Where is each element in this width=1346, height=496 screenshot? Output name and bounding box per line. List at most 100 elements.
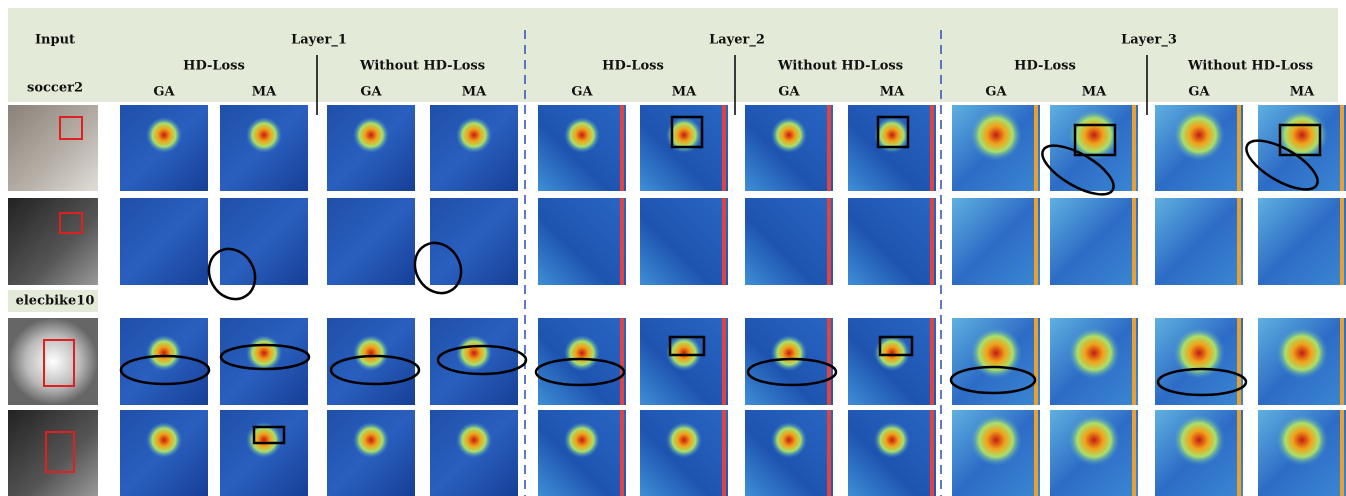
layer-title: Layer_1 xyxy=(291,33,347,48)
heatmap-edge xyxy=(722,318,726,405)
heatmap-hotspot xyxy=(970,327,1022,379)
heatmap-edge xyxy=(930,318,934,405)
heatmap-hotspot xyxy=(246,335,282,371)
heatmap-edge xyxy=(1237,410,1241,496)
heatmap-edge xyxy=(1340,318,1344,405)
heatmap-hotspot xyxy=(456,422,492,458)
heatmap-edge xyxy=(620,410,624,496)
heatmap-edge xyxy=(827,198,831,285)
heatmap xyxy=(220,198,308,285)
heatmap-edge xyxy=(620,318,624,405)
heatmap xyxy=(745,198,833,285)
heatmap xyxy=(1258,198,1346,285)
column-label: MA xyxy=(880,85,905,100)
heatmap xyxy=(120,198,208,285)
heatmap-edge xyxy=(722,105,726,191)
layer-title: Layer_2 xyxy=(709,33,765,48)
heatmap-hotspot xyxy=(1276,414,1328,466)
heatmap-hotspot xyxy=(1173,414,1225,466)
heatmap-edge xyxy=(1132,318,1136,405)
heatmap-hotspot xyxy=(666,422,702,458)
figure: Input soccer2 elecbike10 Layer_1 HD-Loss G… xyxy=(0,0,1346,496)
sequence-label: soccer2 xyxy=(27,81,83,96)
heatmap-hotspot xyxy=(564,422,600,458)
heatmap-edge xyxy=(722,198,726,285)
heatmap-hotspot xyxy=(564,335,600,371)
heatmap-edge xyxy=(1034,198,1038,285)
column-label: GA xyxy=(778,85,800,100)
heatmap-edge xyxy=(930,105,934,191)
column-label: GA xyxy=(153,85,175,100)
heatmap-edge xyxy=(1034,318,1038,405)
heatmap xyxy=(640,198,728,285)
heatmap-hotspot xyxy=(456,117,492,153)
heatmap-hotspot xyxy=(564,117,600,153)
heatmap-hotspot xyxy=(666,335,702,371)
heatmap-hotspot xyxy=(1276,327,1328,379)
heatmap-edge xyxy=(1340,198,1344,285)
heatmap-edge xyxy=(930,198,934,285)
column-label: MA xyxy=(462,85,487,100)
heatmap-hotspot xyxy=(771,117,807,153)
heatmap-hotspot xyxy=(146,335,182,371)
heatmap-edge xyxy=(1132,105,1136,191)
column-label: MA xyxy=(1082,85,1107,100)
heatmap-edge xyxy=(827,105,831,191)
heatmap-hotspot xyxy=(1068,327,1120,379)
heatmap-hotspot xyxy=(246,117,282,153)
heatmap-edge xyxy=(1237,198,1241,285)
heatmap xyxy=(1050,198,1138,285)
column-label: MA xyxy=(252,85,277,100)
heatmap-edge xyxy=(1132,198,1136,285)
input-label: Input xyxy=(35,33,75,48)
heatmap-hotspot xyxy=(146,422,182,458)
heatmap-edge xyxy=(1340,410,1344,496)
heatmap-edge xyxy=(1034,105,1038,191)
column-label: GA xyxy=(571,85,593,100)
group-title: HD-Loss xyxy=(602,59,664,74)
heatmap-edge xyxy=(620,105,624,191)
group-title: Without HD-Loss xyxy=(777,59,903,74)
heatmap xyxy=(952,198,1040,285)
group-title: Without HD-Loss xyxy=(1187,59,1313,74)
heatmap-edge xyxy=(1034,410,1038,496)
column-label: GA xyxy=(985,85,1007,100)
input-image xyxy=(8,198,98,285)
heatmap-edge xyxy=(827,410,831,496)
heatmap-hotspot xyxy=(1173,109,1225,161)
heatmap-edge xyxy=(1237,318,1241,405)
heatmap-hotspot xyxy=(353,117,389,153)
heatmap xyxy=(848,198,936,285)
heatmap-edge xyxy=(722,410,726,496)
group-title: Without HD-Loss xyxy=(359,59,485,74)
heatmap xyxy=(327,198,415,285)
heatmap-hotspot xyxy=(874,422,910,458)
heatmap-hotspot xyxy=(771,422,807,458)
column-label: MA xyxy=(1290,85,1315,100)
heatmap-hotspot xyxy=(771,335,807,371)
input-image xyxy=(8,410,98,496)
heatmap xyxy=(1155,198,1243,285)
heatmap-edge xyxy=(827,318,831,405)
heatmap-edge xyxy=(1340,105,1344,191)
heatmap-hotspot xyxy=(970,109,1022,161)
input-image xyxy=(8,105,98,191)
input-image xyxy=(8,318,98,405)
heatmap-hotspot xyxy=(146,117,182,153)
layer-title: Layer_3 xyxy=(1121,33,1177,48)
heatmap-hotspot xyxy=(970,414,1022,466)
heatmap-edge xyxy=(1237,105,1241,191)
heatmap-hotspot xyxy=(456,335,492,371)
heatmap-edge xyxy=(930,410,934,496)
heatmap-hotspot xyxy=(353,422,389,458)
column-label: MA xyxy=(672,85,697,100)
group-title: HD-Loss xyxy=(183,59,245,74)
heatmap xyxy=(538,198,626,285)
sequence-label: elecbike10 xyxy=(16,294,95,309)
heatmap-edge xyxy=(620,198,624,285)
column-label: GA xyxy=(360,85,382,100)
group-title: HD-Loss xyxy=(1014,59,1076,74)
heatmap xyxy=(430,198,518,285)
heatmap-hotspot xyxy=(353,335,389,371)
heatmap-edge xyxy=(1132,410,1136,496)
